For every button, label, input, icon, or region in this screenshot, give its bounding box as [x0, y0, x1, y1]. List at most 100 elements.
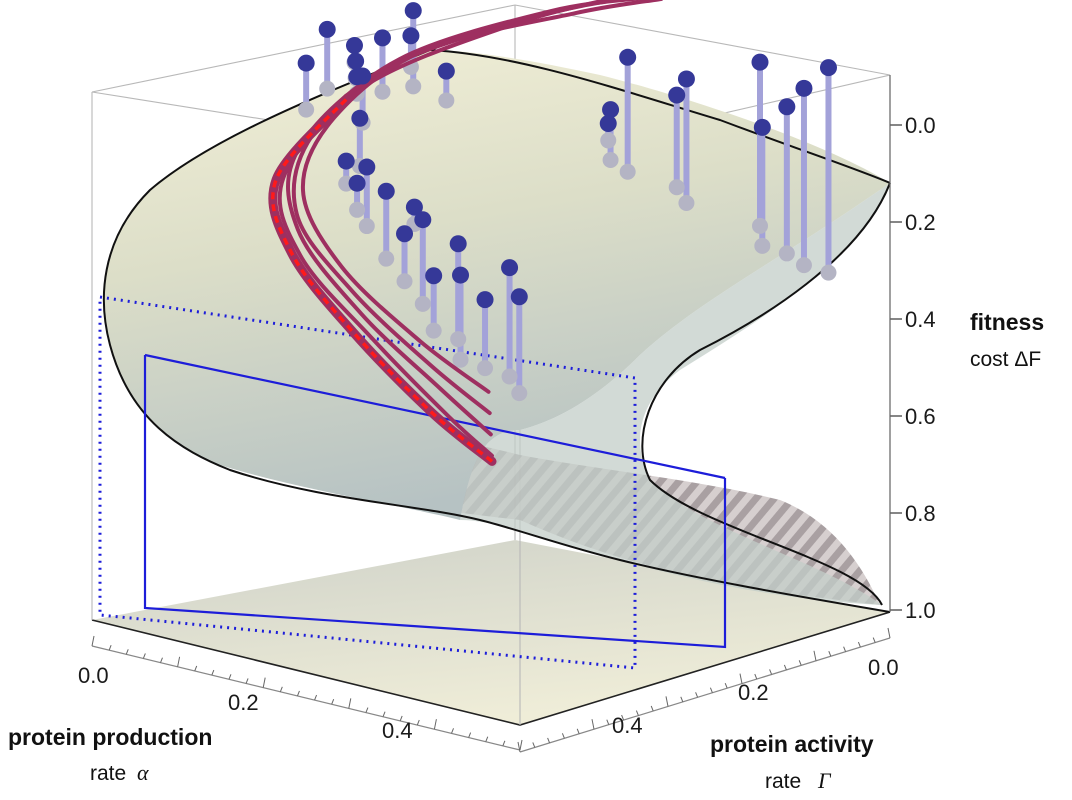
data-point	[377, 182, 395, 200]
gamma-axis-title-rest: rate	[765, 770, 801, 793]
alpha-tick-mark	[433, 719, 437, 730]
data-point	[351, 109, 369, 127]
alpha-tick-mark	[262, 677, 266, 688]
data-point	[358, 158, 376, 176]
gamma-tick-mark	[532, 742, 536, 748]
gamma-tick-mark	[695, 692, 699, 698]
data-point	[402, 27, 420, 45]
floor-plane	[92, 540, 890, 725]
gamma-axis-symbol: Γ	[817, 768, 832, 793]
shadow-point	[450, 331, 467, 348]
alpha-tick-label: 0.4	[382, 718, 413, 743]
data-point	[778, 98, 796, 116]
gamma-tick-label: 0.0	[868, 655, 899, 680]
shadow-point	[298, 101, 315, 118]
data-point	[599, 114, 617, 132]
data-point	[396, 225, 414, 243]
gamma-axis-title-bold: protein activity	[710, 731, 874, 757]
trajectories-layer	[268, 0, 663, 466]
shadow-point	[778, 245, 795, 262]
alpha-tick-mark	[416, 719, 420, 726]
alpha-axis-symbol: α	[137, 760, 149, 785]
trajectory-line	[300, 0, 663, 394]
alpha-tick-mark	[296, 690, 300, 697]
gamma-tick-mark	[621, 714, 625, 721]
data-point	[510, 288, 528, 306]
alpha-tick-mark	[519, 739, 523, 751]
data-point	[414, 211, 432, 229]
z-tick-label: 0.0	[905, 113, 936, 138]
shadow-point	[511, 385, 528, 402]
alpha-tick-mark	[331, 699, 335, 705]
z-tick-label: 0.8	[905, 501, 936, 526]
alpha-tick-mark	[177, 656, 181, 667]
shadow-point	[414, 295, 431, 312]
z-tick-label: 0.2	[905, 210, 936, 235]
z-tick-label: 1.0	[905, 598, 936, 623]
surface-outline	[102, 49, 891, 613]
alpha-axis-line	[91, 645, 521, 751]
data-point	[819, 59, 837, 77]
alpha-tick-mark	[125, 649, 129, 655]
gamma-tick-mark	[783, 664, 787, 671]
data-point	[404, 2, 422, 20]
alpha-axis-title-rest: rate	[90, 762, 126, 785]
gamma-tick-mark	[606, 719, 610, 725]
gamma-tick-mark	[843, 646, 847, 652]
gamma-tick-mark	[769, 669, 773, 675]
data-point	[345, 36, 363, 54]
shadow-point	[752, 217, 768, 234]
data-point	[347, 52, 365, 70]
data-point	[348, 68, 366, 86]
alpha-tick-mark	[485, 736, 489, 742]
gamma-tick-mark	[857, 641, 861, 648]
alpha-tick-mark	[468, 732, 472, 738]
data-point	[795, 79, 813, 97]
gamma-tick-mark	[872, 637, 876, 643]
gamma-tick-mark	[635, 710, 639, 716]
trajectory-line	[291, 0, 643, 416]
gamma-tick-mark	[828, 651, 832, 657]
data-point	[437, 62, 455, 80]
data-point	[602, 101, 620, 119]
gamma-axis-line	[519, 637, 891, 753]
gamma-tick-mark	[724, 682, 728, 689]
shadow-point	[358, 218, 375, 235]
mean-trajectory-line	[271, 96, 494, 463]
data-point	[373, 29, 391, 47]
shadow-point	[319, 80, 336, 97]
shadow-point	[795, 257, 812, 274]
shadow-point	[438, 92, 455, 109]
gamma-tick-label: 0.2	[738, 680, 769, 705]
data-point	[501, 259, 519, 277]
alpha-tick-label: 0.2	[228, 690, 259, 715]
alpha-tick-mark	[91, 635, 95, 647]
alpha-tick-mark	[451, 728, 454, 734]
shadow-point	[405, 78, 422, 95]
shadow-point	[477, 360, 494, 377]
alpha-axis-title-bold: protein production	[8, 724, 212, 750]
shadow-point	[754, 237, 771, 254]
data-point	[425, 267, 443, 285]
data-point	[677, 70, 695, 88]
shadow-point	[425, 322, 442, 339]
trajectory-line	[286, 0, 627, 437]
alpha-tick-mark	[314, 694, 318, 701]
shadow-point	[600, 132, 617, 149]
data-point	[619, 48, 637, 66]
alpha-tick-mark	[279, 686, 283, 692]
alpha-tick-label: 0.0	[78, 663, 109, 688]
gamma-tick-mark	[739, 673, 743, 684]
alpha-tick-mark	[194, 665, 198, 672]
shadow-point	[678, 195, 695, 212]
gamma-tick-mark	[709, 687, 713, 693]
data-point	[337, 152, 355, 170]
shadow-point	[602, 151, 619, 168]
gamma-tick-mark	[561, 733, 565, 739]
alpha-axis: 0.0 0.2 0.4	[78, 635, 523, 751]
data-point	[753, 118, 771, 136]
z-axis: 0.0 0.2 0.4 0.6 0.8 1.0	[889, 75, 936, 623]
shadow-point	[349, 201, 366, 218]
